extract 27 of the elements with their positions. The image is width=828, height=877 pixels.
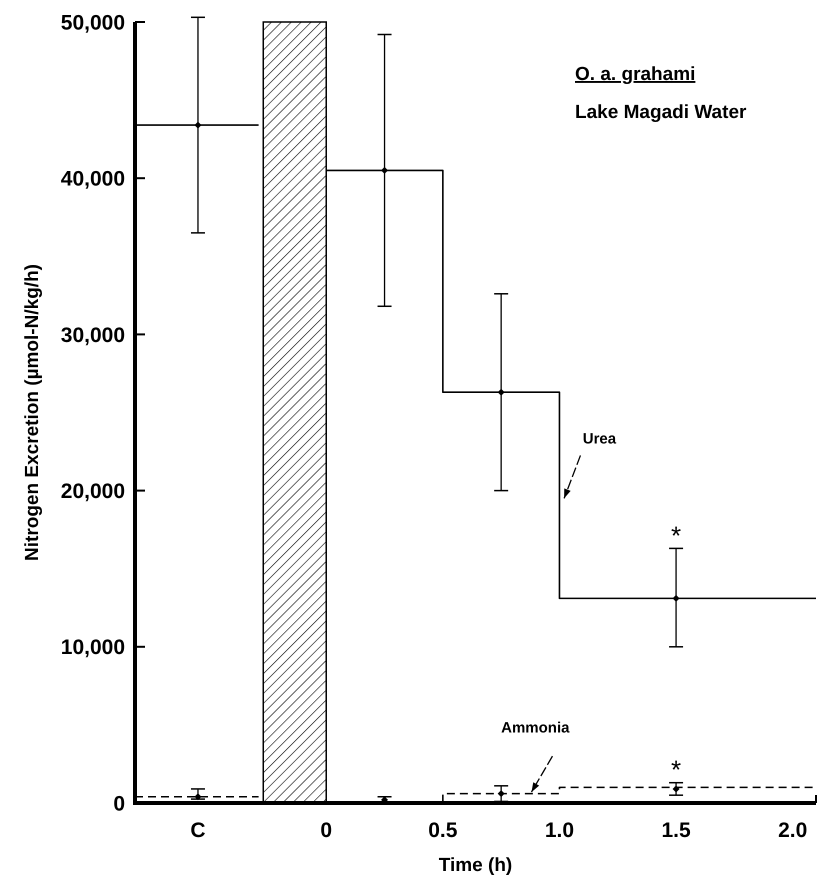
point [194,793,202,800]
point [672,594,680,602]
point [194,122,202,129]
series-label: Urea [582,430,617,448]
y-tick-label: 0 [113,792,125,816]
x-tick-label: C [190,819,206,842]
y-tick-label: 20,000 [60,480,125,503]
y-tick-label: 40,000 [60,168,125,191]
annotation: * [671,754,682,785]
x-axis-title: Time (h) [438,855,512,876]
x-tick-label: 0 [320,819,332,842]
text: Lake Magadi Water [575,102,748,123]
y-axis-title: Nitrogen Excretion (µmol-N/kg/h) [22,264,43,562]
x-tick-label: 1.5 [661,819,691,842]
point [381,166,388,174]
annotation: * [671,520,682,550]
x-tick-label: 1.0 [544,819,574,842]
y-tick-label: 50,000 [60,11,125,34]
point [672,785,680,792]
point [498,388,505,396]
x-tick-label: 2.0 [778,819,808,842]
text: O. a. grahami [575,64,696,85]
text: Ammonia [501,720,570,737]
x-tick-label: 0.5 [428,819,458,842]
point [498,790,505,798]
y-tick-label: 10,000 [60,636,125,660]
y-tick-label: 30,000 [60,324,125,347]
